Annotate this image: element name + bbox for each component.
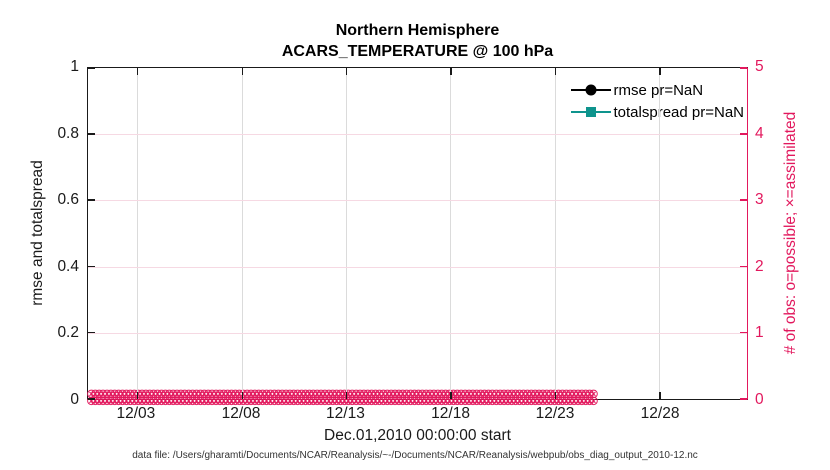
legend-label: rmse pr=NaN: [613, 81, 704, 99]
x-tick-labels: 12/03 12/08 12/13 12/18 12/23 12/28: [87, 405, 748, 425]
left-axis-tick: [88, 331, 95, 334]
obs-marker-band-row: ⊗⊗⊗⊗⊗⊗⊗⊗⊗⊗⊗⊗⊗⊗⊗⊗⊗⊗⊗⊗⊗⊗⊗⊗⊗⊗⊗⊗⊗⊗⊗⊗⊗⊗⊗⊗⊗⊗⊗⊗…: [86, 389, 599, 402]
legend-marker-square-icon: [585, 107, 596, 117]
right-axis-tick: [740, 67, 747, 69]
legend-label: totalspread pr=NaN: [613, 103, 745, 121]
data-file-caption: data file: /Users/gharamti/Documents/NCA…: [132, 450, 698, 461]
x-axis-tick-top: [450, 68, 452, 75]
left-axis-tick: [88, 398, 95, 400]
left-axis-tick: [88, 265, 95, 268]
right-tick-label: 5: [755, 58, 764, 75]
right-tick-labels: 0 1 2 3 4 5: [755, 58, 795, 408]
right-axis-tick: [740, 199, 747, 201]
x-tick-label: 12/18: [431, 405, 470, 422]
plot-area: rmse pr=NaN totalspread pr=NaN ⊗⊗⊗⊗⊗⊗⊗⊗⊗⊗…: [86, 67, 748, 408]
x-gridline: [136, 68, 138, 399]
legend-marker-circle-icon: [585, 84, 596, 96]
right-axis-tick: [740, 133, 747, 135]
x-gridline: [450, 68, 452, 399]
left-axis-tick: [88, 133, 95, 135]
x-axis-tick-top: [659, 68, 661, 75]
x-tick-label: 12/03: [116, 405, 156, 422]
x-gridline: [345, 68, 347, 399]
right-axis-tick: [740, 265, 747, 268]
legend-item: totalspread pr=NaN: [570, 101, 745, 123]
legend-line-sample: [570, 84, 611, 96]
left-tick-label: 0.8: [57, 124, 79, 142]
y-gridline: [88, 134, 747, 136]
y-gridline: [88, 332, 747, 334]
x-axis-tick-bottom: [136, 392, 139, 399]
left-tick-label: 1: [70, 58, 79, 75]
left-tick-label: 0.6: [57, 191, 79, 209]
x-axis-tick-top: [345, 68, 348, 75]
title-line-2: ACARS_TEMPERATURE @ 100 hPa: [281, 43, 554, 60]
x-axis-tick-bottom: [345, 392, 348, 399]
x-tick-label: 12/23: [535, 405, 575, 422]
x-axis-tick-top: [136, 68, 139, 75]
x-tick-label: 12/28: [640, 405, 680, 422]
right-tick-label: 2: [755, 257, 764, 275]
left-axis-tick: [88, 67, 95, 69]
y-gridline: [88, 200, 747, 202]
right-axis-tick: [740, 398, 747, 400]
right-tick-label: 4: [755, 124, 764, 142]
left-tick-label: 0.2: [57, 324, 79, 342]
right-tick-label: 0: [755, 391, 764, 408]
x-axis-label: Dec.01,2010 00:00:00 start: [324, 427, 511, 444]
x-axis-tick-top: [554, 68, 557, 75]
x-gridline: [659, 68, 661, 399]
right-axis-tick: [740, 331, 747, 334]
right-tick-label: 1: [755, 324, 764, 342]
y-gridline: [88, 266, 747, 268]
left-axis-tick: [88, 199, 95, 201]
x-axis-tick-bottom: [241, 392, 244, 399]
x-axis-tick-top: [241, 68, 244, 75]
left-tick-label: 0: [70, 391, 79, 408]
legend-item: rmse pr=NaN: [570, 79, 745, 101]
x-tick-label: 12/13: [326, 405, 365, 422]
right-tick-label: 3: [755, 191, 764, 209]
x-gridline: [241, 68, 243, 399]
left-tick-labels: 0 0.2 0.4 0.6 0.8 1: [0, 58, 79, 408]
chart-title: Northern Hemisphere ACARS_TEMPERATURE @ …: [87, 20, 748, 62]
left-tick-label: 0.4: [57, 257, 79, 275]
legend: rmse pr=NaN totalspread pr=NaN: [570, 79, 745, 123]
x-gridline: [554, 68, 556, 399]
x-axis-tick-bottom: [554, 392, 557, 399]
legend-line-sample: [570, 107, 611, 117]
title-line-1: Northern Hemisphere: [335, 22, 500, 39]
x-axis-tick-bottom: [659, 392, 661, 399]
x-tick-label: 12/08: [221, 405, 261, 422]
x-axis-tick-bottom: [450, 392, 452, 399]
